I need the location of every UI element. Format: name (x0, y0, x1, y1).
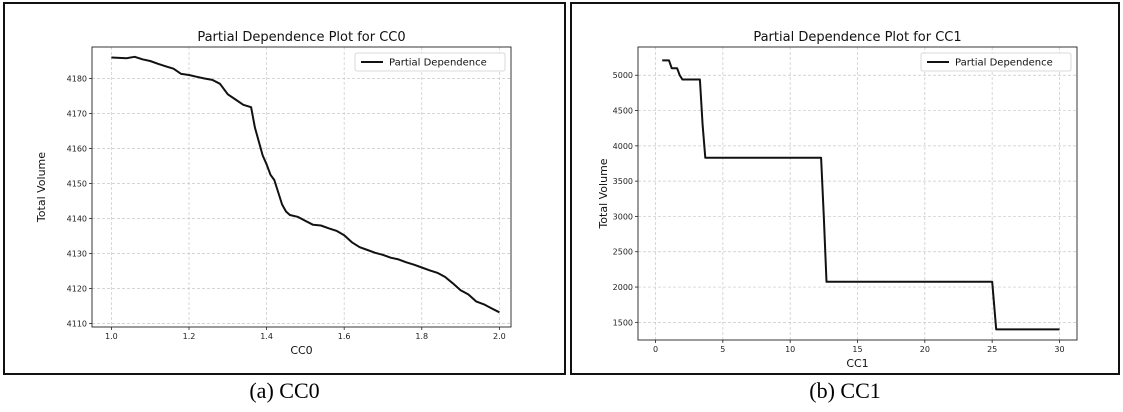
x-tick-label: 5 (720, 345, 725, 354)
y-tick-label: 4170 (67, 110, 87, 119)
x-tick-label: 1.4 (260, 332, 273, 341)
x-tick-label: 30 (1054, 345, 1064, 354)
x-tick-label: 0 (653, 345, 658, 354)
chart-title: Partial Dependence Plot for CC1 (753, 30, 961, 45)
plot-frame (91, 46, 512, 328)
y-tick-label: 5000 (613, 71, 633, 80)
y-tick-label: 3500 (613, 177, 633, 186)
y-tick-label: 4180 (67, 75, 87, 84)
y-axis-label: Total Volume (597, 158, 610, 229)
figure-caption-b: (b) CC1 (809, 378, 881, 403)
x-tick-label: 20 (920, 345, 930, 354)
y-tick-label: 4000 (613, 142, 633, 151)
x-axis-label: CC1 (846, 357, 868, 370)
x-tick-label: 15 (852, 345, 862, 354)
chart-cc1: 0 5 10 15 20 25 30 1500 2000 2500 3000 3500 4000 4500… (597, 30, 1078, 370)
chart-title: Partial Dependence Plot for CC0 (197, 30, 405, 45)
x-tick-label: 2.0 (493, 332, 506, 341)
figure-panel-cc1: 0 5 10 15 20 25 30 1500 2000 2500 3000 3500 4000 4500… (570, 2, 1120, 375)
legend-label: Partial Dependence (389, 58, 487, 69)
series-line (662, 59, 1060, 331)
x-axis-label: CC0 (290, 344, 312, 357)
y-axis-label: Total Volume (35, 152, 48, 223)
y-tick-label: 3000 (613, 212, 633, 221)
y-tick-label: 4150 (67, 180, 87, 189)
y-tick-label: 4120 (67, 285, 87, 294)
y-tick-label: 4500 (613, 107, 633, 116)
legend-label: Partial Dependence (955, 58, 1053, 69)
x-tick-label: 1.2 (183, 332, 196, 341)
y-tick-label: 2000 (613, 283, 633, 292)
legend-box (354, 52, 506, 72)
x-tick-label: 1.6 (338, 332, 351, 341)
x-tick-label: 10 (785, 345, 795, 354)
chart-cc0: 1.0 1.2 1.4 1.6 1.8 2.0 4110 4120 4130 4140 4150 41… (35, 30, 512, 357)
x-tick-label: 1.0 (105, 332, 118, 341)
x-tick-label: 1.8 (415, 332, 428, 341)
figure-panel-cc0: 1.0 1.2 1.4 1.6 1.8 2.0 4110 4120 4130 4140 4150 41… (3, 2, 566, 375)
legend-box (920, 52, 1072, 72)
figure-caption-a: (a) CC0 (249, 378, 320, 403)
y-tick-label: 4110 (67, 320, 87, 329)
y-tick-label: 4130 (67, 250, 87, 259)
x-tick-label: 25 (987, 345, 997, 354)
y-tick-label: 4160 (67, 145, 87, 154)
y-tick-label: 1500 (613, 318, 633, 327)
y-tick-label: 4140 (67, 215, 87, 224)
y-tick-label: 2500 (613, 248, 633, 257)
series-line (111, 55, 500, 314)
